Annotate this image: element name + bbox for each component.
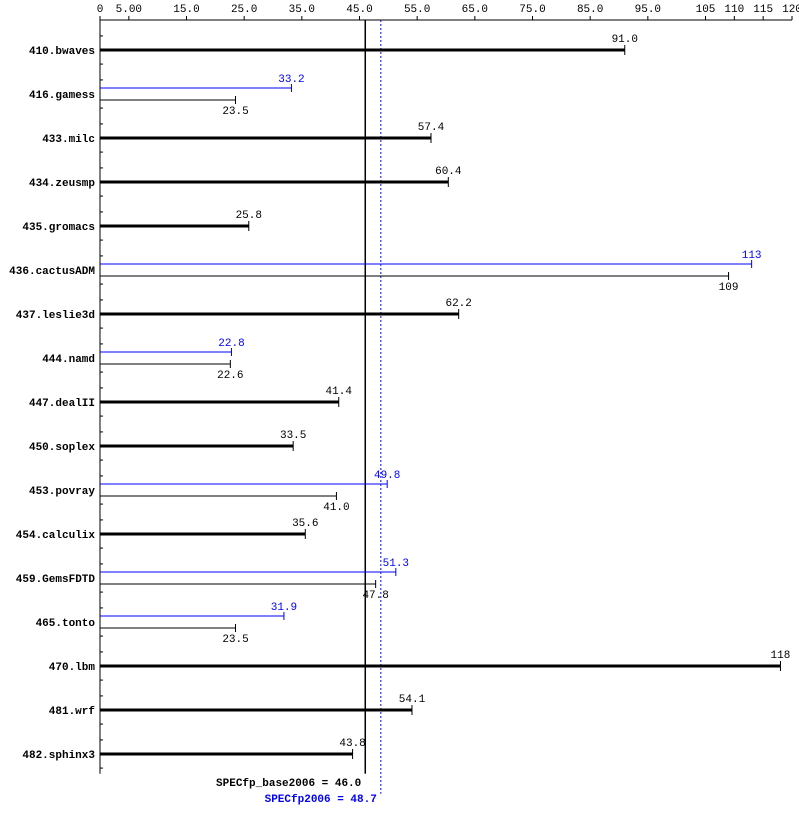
peak-value-label: 22.8 — [218, 338, 244, 350]
x-tick-label: 65.0 — [462, 4, 488, 16]
benchmark-label: 470.lbm — [49, 662, 96, 674]
peak-value-label: 31.9 — [271, 602, 297, 614]
spec-benchmark-chart: 0 5.00 15.0 25.0 35.0 45.0 55.0 65.0 75.0 85.0 95.… — [0, 0, 799, 831]
benchmark-label: 447.dealII — [29, 398, 95, 410]
benchmark-label: 435.gromacs — [22, 222, 95, 234]
base-value-label: 22.6 — [217, 370, 243, 382]
base-value-label: 23.5 — [222, 106, 248, 118]
base-value-label: 25.8 — [236, 210, 262, 222]
peak-reference-label: SPECfp2006 = 48.7 — [265, 794, 377, 806]
benchmark-label: 482.sphinx3 — [22, 750, 95, 762]
x-tick-label: 85.0 — [577, 4, 603, 16]
base-value-label: 54.1 — [399, 694, 426, 706]
x-tick-label: 5.00 — [116, 4, 142, 16]
benchmark-label: 454.calculix — [16, 530, 96, 542]
base-value-label: 41.0 — [323, 502, 349, 514]
base-reference-label: SPECfp_base2006 = 46.0 — [216, 778, 361, 790]
x-tick-label: 45.0 — [346, 4, 372, 16]
peak-value-label: 113 — [742, 250, 762, 262]
x-tick-label: 110 — [724, 4, 744, 16]
benchmark-label: 436.cactusADM — [9, 266, 95, 278]
benchmark-label: 437.leslie3d — [16, 310, 95, 322]
benchmark-label: 450.soplex — [29, 442, 95, 454]
benchmark-label: 453.povray — [29, 486, 95, 498]
benchmark-label: 465.tonto — [36, 618, 96, 630]
benchmark-label: 459.GemsFDTD — [16, 574, 96, 586]
peak-value-label: 49.8 — [374, 470, 400, 482]
x-tick-label: 120 — [782, 4, 799, 16]
x-tick-label: 35.0 — [289, 4, 315, 16]
x-tick-label: 25.0 — [231, 4, 257, 16]
base-value-label: 33.5 — [280, 430, 306, 442]
base-value-label: 47.8 — [362, 590, 388, 602]
base-value-label: 118 — [771, 650, 791, 662]
base-value-label: 62.2 — [445, 298, 471, 310]
x-tick-label: 95.0 — [635, 4, 661, 16]
x-tick-label: 0 — [97, 4, 104, 16]
chart-svg: 0 5.00 15.0 25.0 35.0 45.0 55.0 65.0 75.0 85.0 95.… — [0, 0, 799, 831]
benchmark-label: 434.zeusmp — [29, 178, 95, 190]
benchmark-label: 433.milc — [42, 134, 95, 146]
base-value-label: 109 — [719, 282, 739, 294]
benchmark-label: 481.wrf — [49, 706, 96, 718]
x-tick-label: 115 — [753, 4, 773, 16]
base-value-label: 43.8 — [339, 738, 365, 750]
base-value-label: 91.0 — [612, 34, 638, 46]
benchmark-label: 416.gamess — [29, 90, 95, 102]
benchmark-label: 410.bwaves — [29, 46, 95, 58]
x-tick-label: 15.0 — [173, 4, 199, 16]
base-value-label: 35.6 — [292, 518, 318, 530]
peak-value-label: 51.3 — [383, 558, 409, 570]
base-value-label: 23.5 — [222, 634, 248, 646]
x-tick-label: 55.0 — [404, 4, 430, 16]
peak-value-label: 33.2 — [278, 74, 304, 86]
base-value-label: 41.4 — [326, 386, 353, 398]
base-value-label: 60.4 — [435, 166, 462, 178]
x-tick-label: 75.0 — [519, 4, 545, 16]
x-tick-label: 105 — [696, 4, 716, 16]
base-value-label: 57.4 — [418, 122, 445, 134]
benchmark-label: 444.namd — [42, 354, 95, 366]
